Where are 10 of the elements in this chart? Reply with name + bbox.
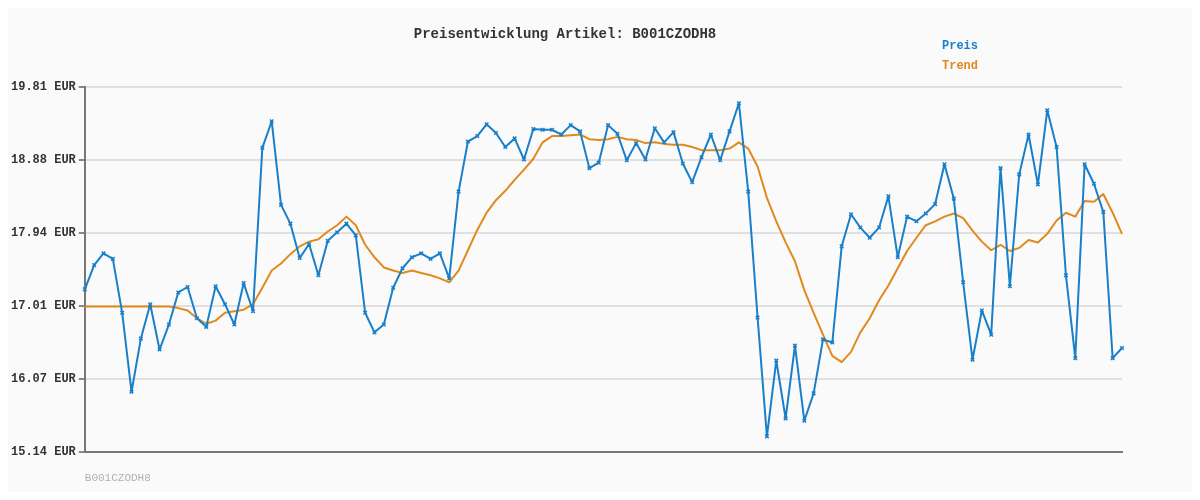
text: Preis bbox=[942, 39, 979, 54]
y-tick-label: 18.88 EUR bbox=[11, 152, 77, 167]
y-tick-label: 17.94 EUR bbox=[11, 226, 77, 241]
chart-title: Preisentwicklung Artikel: B001CZODH8 bbox=[413, 25, 717, 42]
y-tick-label: 19.81 EUR bbox=[11, 79, 77, 94]
text: Trend bbox=[942, 59, 979, 74]
text: B001CZODH8 bbox=[84, 471, 151, 484]
y-tick-label: 15.14 EUR bbox=[11, 445, 77, 460]
y-tick-label: 16.07 EUR bbox=[11, 372, 77, 387]
y-tick-label: 17.01 EUR bbox=[11, 298, 77, 313]
